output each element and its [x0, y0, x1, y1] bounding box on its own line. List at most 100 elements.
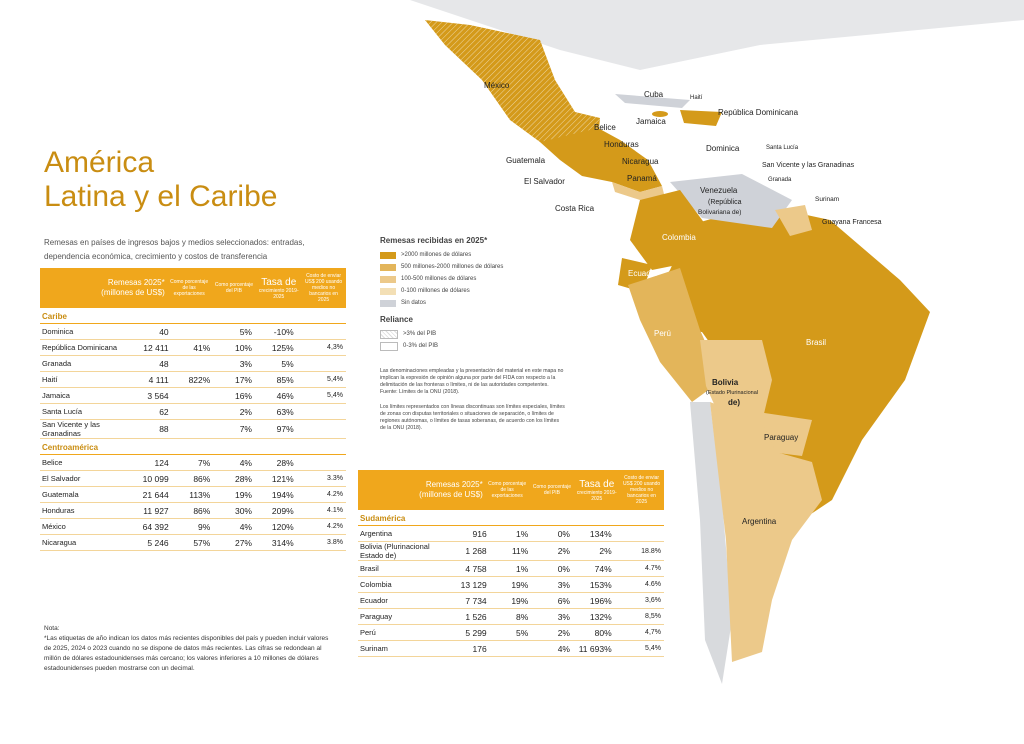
- header-cell: Tasa de crecimiento 2019-2025: [256, 277, 301, 300]
- row-label: Haití: [42, 375, 58, 384]
- table-cell: 19%: [511, 595, 529, 606]
- table-cell: 86%: [193, 505, 211, 516]
- legend-swatch: [380, 251, 396, 259]
- table-cell: 113%: [189, 489, 211, 500]
- table-row: Granada 48 3% 5%: [40, 356, 346, 372]
- map-label: Surinam: [815, 196, 839, 203]
- table-cell: 7%: [239, 424, 252, 434]
- legend-title: Remesas recibidas en 2025*: [380, 236, 488, 245]
- table-cell: 3,6%: [645, 597, 662, 604]
- table-cell: 28%: [234, 473, 252, 484]
- row-label: Ecuador: [360, 596, 388, 605]
- table-row: Colombia 13 129 19% 3% 153% 4.6%: [358, 577, 664, 593]
- table-row: República Dominicana 12 411 41% 10% 125% 4,3%: [40, 340, 346, 356]
- header-sub: crecimiento 2019-2025: [576, 489, 617, 502]
- table-cell: 2%: [557, 546, 570, 556]
- table-cell: 132%: [589, 611, 612, 622]
- table-row: Surinam 176 4% 11 693% 5,4%: [358, 641, 664, 657]
- table-row: Argentina 916 1% 0% 134%: [358, 526, 664, 542]
- chile: [690, 402, 732, 684]
- legend-swatch: [380, 299, 396, 307]
- table-row: Ecuador 7 734 19% 6% 196% 3,6%: [358, 593, 664, 609]
- table-cell: 3%: [557, 611, 570, 622]
- table-cell: 3%: [239, 358, 252, 369]
- map-label: Cuba: [644, 90, 664, 99]
- venezuela: [670, 174, 792, 228]
- table-row: Honduras 11 927 86% 30% 209% 4.1%: [40, 503, 346, 519]
- note: Nota: *Las etiquetas de año indican los …: [44, 624, 334, 674]
- header-sub: crecimiento 2019-2025: [258, 287, 299, 300]
- jamaica: [652, 111, 668, 117]
- legend-label: 500 millones-2000 millones de dólares: [401, 264, 504, 270]
- map-label: (Estado Plurinacional: [706, 390, 758, 396]
- table-cell: 17%: [234, 374, 252, 385]
- table-cell: 97%: [276, 424, 294, 434]
- row-label: San Vicente y las Granadinas: [42, 420, 100, 438]
- table-cell: 121%: [271, 473, 294, 484]
- row-label: El Salvador: [42, 474, 81, 483]
- table-cell: 196%: [589, 595, 612, 606]
- table-cell: 124: [154, 457, 169, 468]
- map-label: Perú: [654, 329, 671, 338]
- map-label: Colombia: [662, 233, 696, 242]
- map-label: República Dominicana: [718, 108, 799, 117]
- table-cell: 5 299: [465, 627, 487, 638]
- table-cell: 2%: [557, 627, 570, 638]
- brasil: [650, 205, 930, 520]
- map-label: Brasil: [806, 338, 826, 347]
- table-row: Dominica 40 5% -10%: [40, 324, 346, 340]
- legend-item: Sin datos: [380, 297, 503, 309]
- table-cell: 9%: [198, 521, 211, 532]
- legend-item: 100-500 millones de dólares: [380, 273, 503, 285]
- table-row: Bolivia (Plurinacional Estado de) 1 268 11…: [358, 542, 664, 561]
- table-cell: 5,4%: [327, 376, 344, 383]
- legend-label: 100-500 millones de dólares: [401, 276, 477, 282]
- map-label: El Salvador: [524, 177, 565, 186]
- table-cell: 176: [472, 643, 487, 654]
- guianas: [775, 205, 812, 236]
- table-row: Perú 5 299 5% 2% 80% 4,7%: [358, 625, 664, 641]
- table-cell: 21 644: [142, 489, 169, 500]
- table-cell: 5 246: [147, 537, 169, 548]
- table-row: Jamaica 3 564 16% 46% 5,4%: [40, 388, 346, 404]
- table-cell: 40: [159, 326, 169, 337]
- table-cell: 11%: [511, 546, 529, 556]
- map-label: México: [484, 81, 510, 90]
- hispaniola: [680, 110, 722, 126]
- disclaimer: Las denominaciones empleadas y la presen…: [380, 368, 564, 395]
- mexico-hatch: [425, 20, 600, 150]
- legend-item: 0-3% del PIB: [380, 340, 503, 352]
- north-america: [410, 0, 1024, 70]
- row-label: Granada: [42, 359, 72, 368]
- table-cell: 4.2%: [327, 491, 344, 498]
- map-label: de): [728, 398, 740, 407]
- table-cell: 5%: [281, 358, 294, 369]
- row-label: Honduras: [42, 506, 75, 515]
- table-cell: 1%: [516, 563, 529, 574]
- table-cell: 5%: [516, 627, 529, 638]
- legend-item: >3% del PIB: [380, 328, 503, 340]
- table-cell: 134%: [589, 528, 612, 539]
- table-cell: 2%: [599, 546, 612, 556]
- table-cell: 27%: [234, 537, 252, 548]
- table-cell: 4%: [239, 521, 252, 532]
- panama: [612, 182, 665, 200]
- table-row: Brasil 4 758 1% 0% 74% 4.7%: [358, 561, 664, 577]
- header-cell: Tasa de crecimiento 2019-2025: [574, 479, 619, 502]
- bolivia: [700, 340, 772, 422]
- table-header: Remesas 2025* (millones de US$) Como porc…: [358, 470, 664, 510]
- legend-item: 0-100 millones de dólares: [380, 285, 503, 297]
- table-row: Guatemala 21 644 113% 19% 194% 4.2%: [40, 487, 346, 503]
- row-label: México: [42, 522, 66, 531]
- legend-item: >2000 millones de dólares: [380, 249, 503, 261]
- section-title: Centroamérica: [40, 439, 346, 455]
- map-label: Dominica: [706, 144, 740, 153]
- table-cell: 194%: [271, 489, 294, 500]
- table-row: San Vicente y las Granadinas 88 7% 97%: [40, 420, 346, 439]
- map-label: Granada: [768, 177, 792, 183]
- table-cell: 28%: [276, 457, 294, 468]
- header-main: Tasa de: [261, 276, 297, 288]
- table-cell: 19%: [234, 489, 252, 500]
- map-label: (República: [708, 199, 742, 206]
